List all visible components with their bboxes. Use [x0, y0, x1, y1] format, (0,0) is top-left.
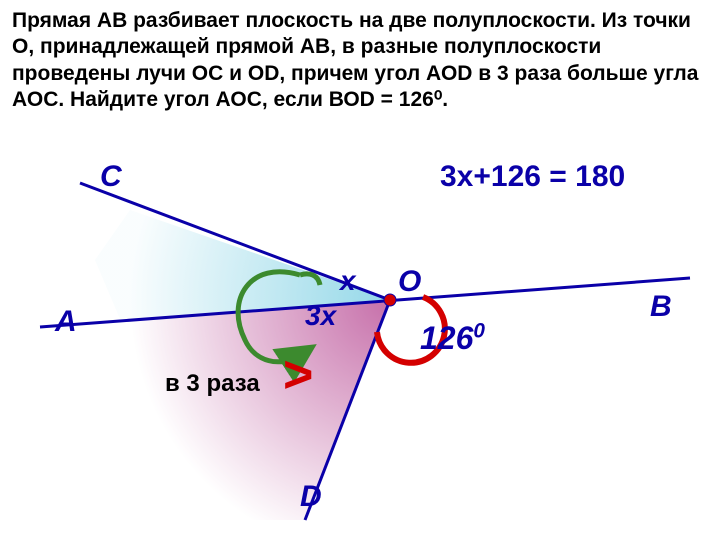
multiplier-text: в 3 раза	[165, 370, 260, 398]
angle-bod-value: 126	[420, 320, 473, 356]
point-o-dot	[384, 294, 396, 306]
angle-bod-degree: 0	[473, 319, 485, 342]
label-a: А	[55, 305, 77, 339]
multiplier-arrow-tail	[300, 274, 320, 285]
multiplier-symbol: >	[283, 345, 313, 405]
label-c: С	[100, 160, 122, 194]
angle-bod-label: 1260	[420, 320, 485, 357]
angle-aod-fill	[120, 300, 390, 520]
equation: 3х+126 = 180	[440, 160, 625, 194]
label-b: В	[650, 290, 672, 324]
line-ab	[40, 278, 690, 327]
label-o: О	[398, 265, 421, 299]
angle-3x-label: 3х	[305, 300, 336, 332]
angle-x-label: х	[340, 265, 356, 297]
problem-statement: Прямая АВ разбивает плоскость на две пол…	[12, 8, 708, 113]
label-d: D	[300, 480, 322, 514]
